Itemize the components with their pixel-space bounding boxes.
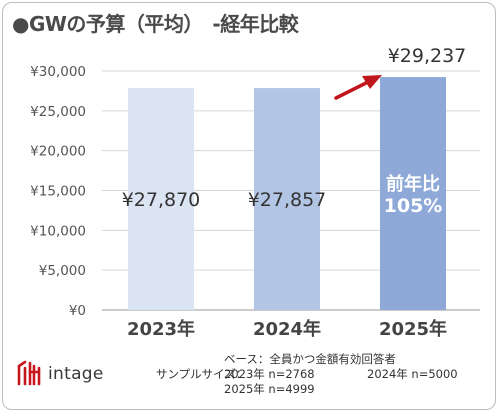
y-tick-label: ¥5,000 bbox=[39, 263, 86, 279]
bar bbox=[128, 87, 194, 311]
y-tick-label: ¥30,000 bbox=[30, 64, 86, 80]
bar bbox=[254, 88, 320, 310]
intage-logo: intage bbox=[16, 360, 104, 388]
x-tick-label: 2023年 bbox=[127, 318, 195, 340]
sample-note: ベース：全員かつ金額有効回答者 サンプルサイズ：2023年 n=2768 2024… bbox=[156, 352, 458, 397]
yoy-label: 前年比 bbox=[386, 173, 440, 195]
chart-frame bbox=[2, 2, 496, 410]
note-sample-2023: 2023年 n=2768 bbox=[224, 367, 315, 381]
y-tick-label: ¥10,000 bbox=[30, 223, 86, 239]
increase-arrow bbox=[334, 80, 370, 100]
increase-arrowhead bbox=[362, 75, 382, 89]
note-sample-row: サンプルサイズ：2023年 n=2768 2024年 n=5000 bbox=[156, 367, 458, 382]
data-label: ¥27,857 bbox=[248, 189, 327, 211]
note-sample-label: サンプルサイズ： bbox=[156, 367, 248, 381]
data-label: ¥27,870 bbox=[122, 189, 201, 211]
intage-logo-icon bbox=[17, 360, 41, 386]
x-tick-label: 2025年 bbox=[379, 318, 447, 340]
note-sample-2025: 2025年 n=4999 bbox=[224, 382, 315, 396]
yoy-value: 105% bbox=[384, 195, 443, 217]
note-sample-2024: 2024年 n=5000 bbox=[367, 367, 458, 381]
y-tick-label: ¥20,000 bbox=[30, 144, 86, 160]
y-tick-label: ¥15,000 bbox=[30, 184, 86, 200]
note-sample-row-2: 2025年 n=4999 bbox=[156, 382, 396, 397]
note-base-row: ベース：全員かつ金額有効回答者 bbox=[156, 352, 396, 367]
y-tick-label: ¥25,000 bbox=[30, 104, 86, 120]
note-base: ベース：全員かつ金額有効回答者 bbox=[224, 352, 396, 366]
bar-chart: ¥0 ¥5,000 ¥10,000 ¥15,000 ¥20,000 ¥25,000 ¥30,… bbox=[30, 45, 480, 340]
logo-text: intage bbox=[48, 364, 104, 384]
chart-title: ●GWの予算（平均） -経年比較 bbox=[12, 12, 299, 36]
y-tick-label: ¥0 bbox=[69, 303, 86, 319]
data-label: ¥29,237 bbox=[388, 45, 467, 67]
bar bbox=[380, 77, 446, 310]
x-tick-label: 2024年 bbox=[253, 318, 321, 340]
